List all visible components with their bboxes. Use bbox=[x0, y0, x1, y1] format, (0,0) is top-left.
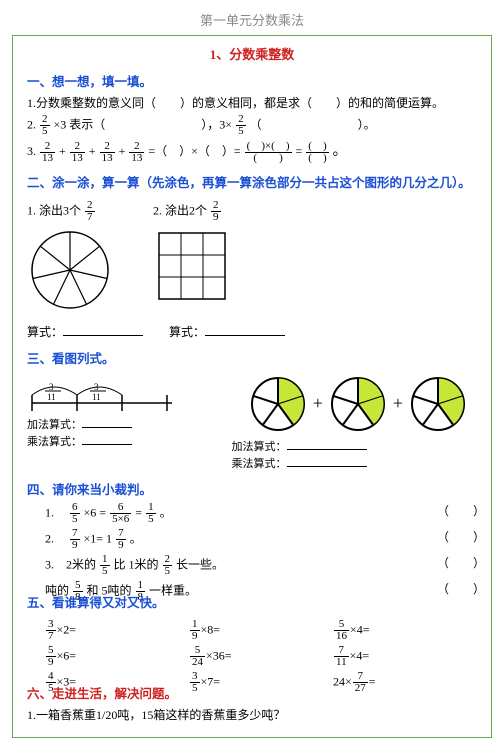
text: 算式： bbox=[27, 325, 63, 339]
text: 3. 2米的 bbox=[45, 557, 96, 571]
text: ×36= bbox=[206, 648, 232, 662]
s1-q2: 2. 25 ×3 表示（ ），3× 25 （ ）。 bbox=[27, 114, 477, 137]
judge-3: 3. 2米的 15 比 1米的 25 长一些。 （ ） bbox=[45, 554, 477, 577]
text: = bbox=[135, 505, 142, 519]
section-2-heading: 二、涂一涂，算一算（先涂色，再算一算涂色部分一共占这个图形的几分之几）。 bbox=[27, 172, 477, 191]
blank-line bbox=[82, 415, 132, 428]
circle-7-slices bbox=[27, 227, 113, 313]
text: = bbox=[296, 144, 303, 158]
fraction-2-13: 213 bbox=[100, 141, 115, 164]
fraction-blank: ( )×( )( ) bbox=[245, 141, 292, 164]
s6-q1: 1.一箱香蕉重1/20吨，15箱这样的香蕉重多少吨？ bbox=[27, 706, 477, 723]
text: ），3× bbox=[201, 117, 232, 131]
lesson-title: 1、分数乘整数 bbox=[27, 44, 477, 63]
text: 3. bbox=[27, 144, 36, 158]
s1-q1: 1.分数乘整数的意义同（ ）的意义相同，都是求（ ）的和的简便运算。 bbox=[27, 94, 477, 111]
grid-3x3 bbox=[153, 227, 233, 307]
blank-line bbox=[82, 432, 132, 445]
text: 2. bbox=[45, 531, 66, 545]
s2-item1: 1. 涂出3个 27 bbox=[27, 197, 113, 317]
text: ×4= bbox=[350, 622, 370, 636]
pie-2-5 bbox=[329, 375, 387, 433]
paren-blank: （ ） bbox=[437, 502, 477, 525]
s1-q3: 3. 213 + 213 + 213 + 213 =（ ）×（ ）= ( )×(… bbox=[27, 140, 477, 164]
text: 长一些。 bbox=[176, 557, 224, 571]
text: ×1= 1 bbox=[84, 531, 113, 545]
blank-line bbox=[287, 454, 367, 467]
section-5-heading: 五、看谁算得又对又快。 bbox=[27, 592, 477, 611]
s3-left: 3 11 3 11 加法算式： 乘法算式： bbox=[27, 375, 232, 449]
fraction-2-13: 213 bbox=[129, 141, 144, 164]
paren-blank: （ ） bbox=[437, 580, 477, 603]
worksheet-page: 1、分数乘整数 一、想一想，填一填。 1.分数乘整数的意义同（ ）的意义相同，都… bbox=[12, 35, 492, 738]
paren-blank: （ ） bbox=[437, 528, 477, 551]
text: 乘法算式： bbox=[27, 436, 82, 448]
fraction-2-7: 27 bbox=[85, 200, 95, 223]
pie-2-5 bbox=[409, 375, 467, 433]
text: 2. bbox=[27, 117, 36, 131]
s3-right: + + bbox=[232, 375, 477, 471]
text: 2. 涂出2个 bbox=[153, 203, 207, 217]
s2-formula: 算式： 算式： bbox=[27, 323, 477, 340]
judge-2: 2. 79 ×1= 1 79 。 （ ） bbox=[45, 528, 477, 551]
text: 1. 涂出3个 bbox=[27, 203, 81, 217]
paren-blank: （ ） bbox=[437, 554, 477, 577]
fraction-2-9: 29 bbox=[211, 200, 221, 223]
text: 比 1米的 bbox=[114, 557, 159, 571]
blank-line bbox=[63, 323, 143, 336]
fraction-2-13: 213 bbox=[70, 141, 85, 164]
text: ×6= bbox=[57, 648, 77, 662]
svg-text:11: 11 bbox=[47, 392, 56, 402]
blank-line bbox=[205, 323, 285, 336]
text: ×3 表示（ bbox=[54, 117, 106, 131]
section-4-heading: 四、请你来当小裁判。 bbox=[27, 479, 477, 498]
text: ）。 bbox=[358, 117, 376, 131]
fraction-2-13: 213 bbox=[40, 141, 55, 164]
text: 加法算式： bbox=[232, 441, 287, 453]
text: 算式： bbox=[169, 325, 205, 339]
text: 。 bbox=[130, 531, 142, 545]
text: ×6 = bbox=[84, 505, 107, 519]
text: （ bbox=[250, 117, 262, 131]
text: =（ ）×（ ）= bbox=[148, 144, 240, 158]
number-line: 3 11 3 11 bbox=[27, 375, 177, 415]
calc-row: 37×2= 19×8= 516×4= bbox=[45, 619, 477, 642]
judge-1: 1. 65 ×6 = 65×6 = 15 。 （ ） bbox=[45, 502, 477, 525]
blank-line bbox=[287, 437, 367, 450]
svg-text:11: 11 bbox=[92, 392, 101, 402]
section-3-heading: 三、看图列式。 bbox=[27, 348, 477, 367]
text: 加法算式： bbox=[27, 419, 82, 431]
fraction-2-5: 25 bbox=[236, 114, 246, 137]
text: 1. bbox=[45, 505, 66, 519]
fraction-blank: ( )( ) bbox=[306, 141, 328, 164]
text: 24× bbox=[333, 674, 352, 688]
calc-row: 59×6= 524×36= 711×4= bbox=[45, 645, 477, 668]
section-1-heading: 一、想一想，填一填。 bbox=[27, 71, 477, 90]
s2-item2: 2. 涂出2个 29 bbox=[153, 197, 233, 311]
text: = bbox=[369, 674, 376, 688]
text: 乘法算式： bbox=[232, 458, 287, 470]
text: ×8= bbox=[201, 622, 221, 636]
fraction-2-5: 25 bbox=[40, 114, 50, 137]
pie-2-5 bbox=[249, 375, 307, 433]
page-header: 第一单元分数乘法 bbox=[0, 0, 504, 35]
text: ×2= bbox=[57, 622, 77, 636]
text: ×7= bbox=[201, 674, 221, 688]
text: 。 bbox=[160, 505, 172, 519]
text: ×4= bbox=[350, 648, 370, 662]
